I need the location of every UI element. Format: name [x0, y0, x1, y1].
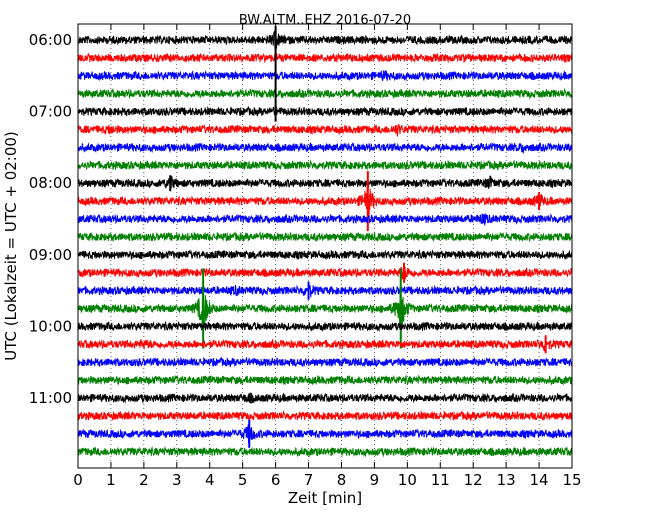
x-tick-label: 4 [205, 471, 215, 489]
x-tick-label: 0 [73, 471, 83, 489]
x-tick-label: 3 [172, 471, 182, 489]
trace-row [77, 392, 573, 404]
x-tick-label: 8 [337, 471, 347, 489]
trace-row [77, 87, 573, 100]
trace-row [77, 105, 573, 117]
x-tick-label: 6 [271, 471, 281, 489]
seismogram-traces [77, 26, 573, 458]
x-tick-label: 2 [139, 471, 149, 489]
trace-row [77, 264, 573, 280]
x-axis-ticks: 0 1 2 3 4 5 6 7 8 9 10 11 12 13 14 15 [73, 24, 582, 489]
x-tick-label: 14 [530, 471, 549, 489]
trace-row [77, 70, 573, 82]
y-axis-label: UTC (Lokalzeit = UTC + 02:00) [2, 131, 20, 361]
x-axis-label: Zeit [min] [288, 489, 362, 507]
x-tick-label: 13 [497, 471, 516, 489]
x-tick-label: 11 [431, 471, 450, 489]
trace-row [77, 175, 573, 190]
chart-title: BW.ALTM..EHZ 2016-07-20 [239, 13, 411, 28]
y-tick-label: 09:00 [29, 246, 72, 264]
trace-row [77, 249, 573, 261]
trace-row [77, 286, 573, 329]
trace-row [77, 374, 573, 386]
trace-row [77, 179, 573, 218]
y-axis-ticks: 06:00 07:00 08:00 09:00 10:00 11:00 [29, 31, 572, 407]
x-tick-label: 10 [398, 471, 417, 489]
x-tick-label: 1 [106, 471, 116, 489]
y-tick-label: 07:00 [29, 103, 72, 121]
trace-row [77, 123, 573, 137]
trace-row [77, 338, 573, 352]
y-tick-label: 08:00 [29, 174, 72, 192]
trace-row [77, 52, 573, 64]
y-tick-label: 11:00 [29, 389, 72, 407]
y-tick-label: 06:00 [29, 31, 72, 49]
trace-row [77, 284, 573, 298]
trace-row [77, 141, 573, 154]
trace-row [77, 159, 573, 172]
x-tick-label: 9 [370, 471, 380, 489]
x-tick-label: 5 [238, 471, 248, 489]
trace-row [77, 356, 573, 368]
y-tick-label: 10:00 [29, 317, 72, 335]
trace-row [77, 320, 573, 333]
x-tick-label: 15 [562, 471, 581, 489]
x-tick-label: 7 [304, 471, 314, 489]
trace-row [77, 230, 573, 243]
plot-frame [77, 23, 573, 469]
trace-row [77, 409, 573, 422]
x-tick-label: 12 [464, 471, 483, 489]
trace-row [77, 424, 573, 444]
trace-row [77, 30, 573, 50]
trace-row [77, 446, 573, 458]
trace-row [77, 212, 573, 227]
